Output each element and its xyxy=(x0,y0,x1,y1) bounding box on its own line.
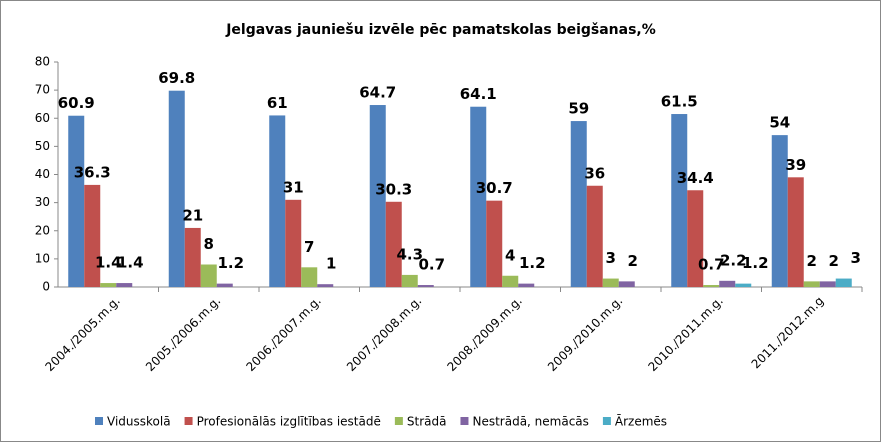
legend-label: Nestrādā, nemācās xyxy=(472,415,588,429)
y-tick-label: 50 xyxy=(35,139,50,153)
bar xyxy=(216,283,233,287)
data-label: 1.2 xyxy=(217,254,244,272)
y-tick-label: 30 xyxy=(35,195,50,209)
bar xyxy=(671,114,688,287)
bar xyxy=(184,227,201,287)
data-label: 21 xyxy=(182,206,203,224)
legend-swatch xyxy=(184,417,193,425)
data-label: 0.7 xyxy=(698,256,725,274)
data-label: 1.4 xyxy=(117,254,144,272)
y-tick-label: 70 xyxy=(35,83,50,97)
data-label: 1.2 xyxy=(742,254,769,272)
y-tick-label: 20 xyxy=(35,223,50,237)
bar xyxy=(200,264,217,287)
data-label: 64.1 xyxy=(460,85,497,103)
chart-title: Jelgavas jauniešu izvēle pēc pamatskolas… xyxy=(225,22,656,38)
data-label: 54 xyxy=(769,114,790,132)
data-label: 36 xyxy=(584,164,605,182)
data-label: 64.7 xyxy=(359,84,396,102)
bar xyxy=(803,281,820,287)
bar xyxy=(819,281,836,287)
data-label: 4 xyxy=(505,246,515,264)
bar xyxy=(502,275,519,287)
y-tick-label: 80 xyxy=(35,55,50,69)
data-label: 2 xyxy=(628,252,638,270)
bar xyxy=(100,283,117,287)
legend-label: Ārzemēs xyxy=(615,415,667,429)
bar xyxy=(369,105,386,287)
legend-label: Vidusskolā xyxy=(107,415,171,429)
legend-label: Strādā xyxy=(407,415,447,429)
data-label: 7 xyxy=(304,238,314,256)
bar xyxy=(301,267,318,287)
bar xyxy=(835,278,852,287)
y-tick-label: 40 xyxy=(35,167,50,181)
bar xyxy=(787,177,804,287)
bar xyxy=(417,285,434,287)
data-label: 3 xyxy=(606,249,616,267)
data-label: 2 xyxy=(829,252,839,270)
data-label: 2.2 xyxy=(720,251,747,269)
data-label: 0.7 xyxy=(418,256,445,274)
y-tick-label: 60 xyxy=(35,111,50,125)
data-label: 36.3 xyxy=(74,163,111,181)
data-label: 60.9 xyxy=(58,94,95,112)
bar xyxy=(703,285,720,287)
bar xyxy=(168,90,185,287)
data-label: 34.4 xyxy=(677,169,714,187)
bar xyxy=(719,280,736,287)
bar xyxy=(116,283,133,287)
bar xyxy=(618,281,635,287)
y-tick-label: 10 xyxy=(35,251,50,265)
bar xyxy=(518,283,535,287)
data-label: 3 xyxy=(851,249,861,267)
legend-swatch xyxy=(602,417,611,425)
data-label: 1.2 xyxy=(519,254,546,272)
data-label: 2 xyxy=(807,252,817,270)
bar xyxy=(735,283,752,287)
bar xyxy=(586,185,603,287)
data-label: 69.8 xyxy=(158,69,195,87)
bar xyxy=(285,199,302,287)
bar xyxy=(84,184,101,287)
legend-swatch xyxy=(460,417,469,425)
data-label: 1.4 xyxy=(95,254,122,272)
y-tick-label: 0 xyxy=(42,280,50,294)
bar xyxy=(771,135,788,287)
data-label: 4.3 xyxy=(396,245,423,263)
data-label: 30.3 xyxy=(375,180,412,198)
data-label: 39 xyxy=(785,156,806,174)
data-label: 30.7 xyxy=(476,179,513,197)
bar xyxy=(486,200,503,287)
data-label: 1 xyxy=(326,255,336,273)
bar xyxy=(317,284,334,287)
data-label: 31 xyxy=(283,178,304,196)
legend-swatch xyxy=(394,417,403,425)
bar xyxy=(470,106,487,287)
data-label: 8 xyxy=(204,235,214,253)
data-label: 61.5 xyxy=(661,93,698,111)
legend-label: Profesionālās izglītības iestādē xyxy=(197,415,381,429)
data-label: 59 xyxy=(568,100,589,118)
bar xyxy=(602,278,619,287)
data-label: 61 xyxy=(267,94,288,112)
bar xyxy=(401,274,418,287)
bar xyxy=(570,121,587,287)
bar xyxy=(385,201,402,287)
bar xyxy=(68,115,85,287)
bar xyxy=(269,115,286,287)
bar xyxy=(687,190,704,287)
legend-swatch xyxy=(95,417,103,425)
